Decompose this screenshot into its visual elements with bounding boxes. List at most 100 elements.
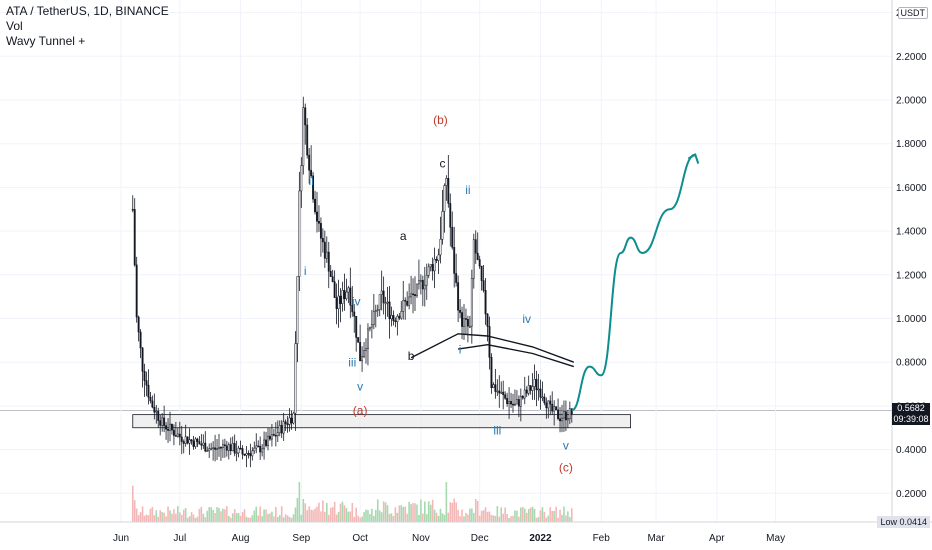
candle-body bbox=[214, 447, 217, 450]
candle-body bbox=[314, 198, 316, 213]
candle-body bbox=[220, 446, 222, 449]
wave-label: iv bbox=[522, 312, 531, 326]
candle-body bbox=[566, 418, 569, 421]
candle-body bbox=[210, 448, 213, 450]
volume-bar bbox=[369, 514, 371, 522]
candle-body bbox=[157, 410, 160, 421]
volume-bar bbox=[533, 508, 536, 522]
candle-body bbox=[441, 211, 444, 240]
volume-bar bbox=[145, 514, 148, 522]
candle-body bbox=[143, 371, 146, 381]
volume-bar bbox=[547, 515, 550, 522]
volume-bar bbox=[441, 513, 444, 522]
current-price-tag: 0.5682 bbox=[892, 403, 930, 414]
candle-body bbox=[549, 400, 552, 405]
candle-body bbox=[382, 290, 385, 304]
price-axis[interactable]: 0.20000.40000.60000.80001.00001.20001.40… bbox=[891, 0, 927, 522]
candle-body bbox=[194, 438, 197, 447]
candle-body bbox=[351, 304, 354, 313]
candle-body bbox=[176, 433, 179, 437]
volume-bar bbox=[488, 511, 491, 522]
candle-body bbox=[310, 169, 313, 177]
tunnel-line-lower bbox=[457, 343, 575, 368]
candle-body bbox=[227, 444, 230, 451]
candle-body bbox=[431, 264, 434, 272]
candle-body bbox=[455, 273, 458, 283]
volume-bar bbox=[443, 514, 446, 522]
candle-body bbox=[347, 287, 350, 293]
volume-bar bbox=[425, 514, 428, 522]
price-tick-label: 1.4000 bbox=[896, 227, 927, 238]
candle-body bbox=[139, 331, 142, 349]
candle-body bbox=[341, 290, 344, 304]
candle-body bbox=[316, 211, 318, 222]
currency-unit-badge[interactable]: USDT bbox=[897, 7, 928, 19]
volume-bar bbox=[286, 515, 289, 522]
volume-bar bbox=[459, 516, 461, 522]
candle-body bbox=[131, 209, 134, 211]
volume-bar bbox=[302, 498, 305, 522]
volume-bar bbox=[320, 511, 322, 522]
volume-bar bbox=[184, 508, 187, 522]
volume-bar bbox=[137, 515, 140, 522]
volume-bar bbox=[541, 507, 544, 522]
volume-bar bbox=[480, 510, 483, 522]
volume-bar bbox=[476, 501, 479, 522]
candle-body bbox=[412, 293, 414, 296]
candle-body bbox=[153, 406, 156, 413]
volume-bar bbox=[255, 506, 258, 522]
volume-bar bbox=[449, 502, 452, 522]
volume-bar bbox=[322, 500, 324, 522]
volume-bar bbox=[171, 513, 173, 522]
volume-bar bbox=[514, 510, 516, 522]
price-tick-label: 1.8000 bbox=[896, 139, 927, 150]
wave-label: (b) bbox=[433, 113, 448, 127]
candle-body bbox=[163, 417, 166, 426]
volume-bar bbox=[267, 513, 269, 522]
candle-body bbox=[308, 154, 311, 171]
volume-bar bbox=[333, 501, 336, 522]
volume-bar bbox=[375, 509, 377, 522]
time-tick-label: Apr bbox=[709, 533, 725, 544]
volume-bar bbox=[516, 510, 518, 522]
candle-body bbox=[135, 264, 138, 318]
volume-bar bbox=[563, 506, 565, 522]
volume-bar bbox=[257, 515, 259, 522]
volume-bar bbox=[424, 501, 426, 522]
volume-bar bbox=[512, 515, 514, 522]
candle-body bbox=[445, 178, 448, 186]
candle-body bbox=[353, 311, 356, 317]
volume-bar bbox=[569, 516, 571, 522]
time-axis[interactable]: Jul Aug Sep Oct Nov Dec 2022 Feb Mar Apr May Jun bbox=[0, 521, 932, 544]
volume-bar bbox=[565, 515, 567, 522]
volume-bar bbox=[265, 509, 267, 522]
candle-body bbox=[255, 445, 258, 449]
candle-body bbox=[269, 435, 271, 440]
candle-body bbox=[370, 324, 373, 328]
wave-label: v bbox=[563, 439, 569, 453]
candle-body bbox=[400, 311, 403, 319]
volume-bar bbox=[398, 505, 401, 522]
volume-bar bbox=[555, 506, 557, 522]
wave-label: iii bbox=[348, 356, 356, 370]
candle-body bbox=[282, 421, 285, 434]
volume-bar bbox=[235, 513, 238, 522]
wavy-tunnel-indicator-label[interactable]: Wavy Tunnel + bbox=[6, 34, 86, 48]
volume-bar bbox=[363, 512, 365, 522]
volume-bar bbox=[561, 514, 563, 522]
volume-bar bbox=[169, 510, 171, 522]
symbol-title[interactable]: ATA / TetherUS, 1D, BINANCE bbox=[6, 4, 169, 18]
volume-indicator-label[interactable]: Vol bbox=[6, 19, 23, 33]
candle-body bbox=[363, 350, 365, 357]
wave-label: iii bbox=[493, 423, 501, 437]
candle-body bbox=[235, 452, 238, 455]
candle-body bbox=[257, 445, 260, 448]
volume-bar bbox=[155, 510, 158, 522]
candle-body bbox=[145, 380, 148, 386]
volume-bar bbox=[510, 516, 512, 522]
candle-body bbox=[539, 388, 542, 398]
volume-bar bbox=[537, 517, 540, 522]
candle-body bbox=[270, 434, 273, 440]
bar-countdown-tag: 09:39:08 bbox=[892, 414, 930, 425]
